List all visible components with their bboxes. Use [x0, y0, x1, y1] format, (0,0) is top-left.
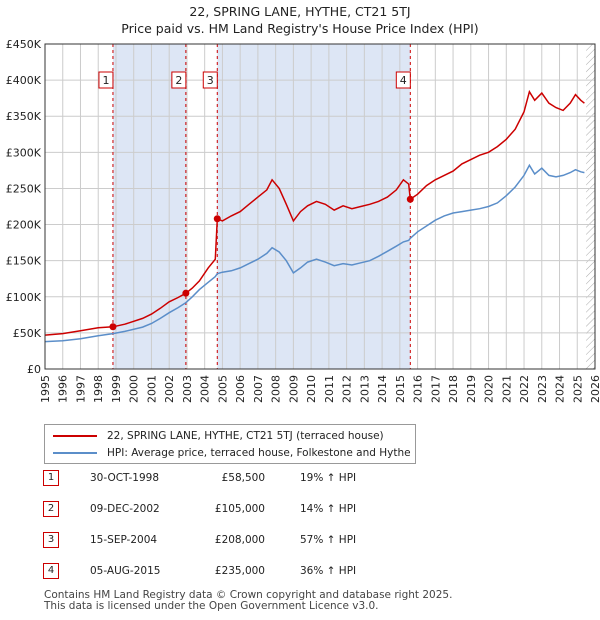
sale-label-text: 1 — [102, 74, 109, 87]
sale-label-text: 2 — [175, 74, 182, 87]
sale-hpi-diff: 36% ↑ HPI — [300, 565, 357, 577]
x-tick-label: 2025 — [571, 375, 584, 403]
sale-number-badge: 2 — [43, 501, 59, 517]
sale-label-box — [171, 71, 187, 89]
sale-date: 05-AUG-2015 — [90, 565, 161, 577]
x-tick-label: 2004 — [199, 375, 212, 403]
legend-swatch-hpi — [53, 452, 97, 454]
x-tick-label: 2023 — [536, 375, 549, 403]
y-tick-label: £250K — [6, 182, 42, 195]
y-tick-label: £50K — [13, 327, 42, 340]
y-tick-label: £200K — [6, 219, 42, 232]
x-tick-label: 2022 — [518, 375, 531, 403]
legend-item-hpi: HPI: Average price, terraced house, Folk… — [53, 445, 411, 461]
legend-swatch-property — [53, 435, 97, 437]
plot-frame — [44, 43, 596, 370]
sale-row: 2 09-DEC-2002 £105,000 14% ↑ HPI — [0, 501, 600, 521]
sale-row: 3 15-SEP-2004 £208,000 57% ↑ HPI — [0, 532, 600, 552]
footer-copyright: Contains HM Land Registry data © Crown c… — [44, 589, 453, 601]
sale-hpi-diff: 14% ↑ HPI — [300, 503, 357, 515]
y-tick-label: £100K — [6, 291, 42, 304]
sale-row: 4 05-AUG-2015 £235,000 36% ↑ HPI — [0, 563, 600, 583]
shaded-range — [217, 44, 411, 369]
sale-point — [182, 289, 190, 297]
legend: 22, SPRING LANE, HYTHE, CT21 5TJ (terrac… — [44, 424, 416, 464]
y-tick-label: £150K — [6, 255, 42, 268]
x-tick-label: 2003 — [181, 375, 194, 403]
y-tick-label: £0 — [27, 363, 41, 376]
x-tick-label: 2013 — [358, 375, 371, 403]
sale-row: 1 30-OCT-1998 £58,500 19% ↑ HPI — [0, 470, 600, 490]
x-tick-label: 2015 — [394, 375, 407, 403]
x-tick-label: 2012 — [341, 375, 354, 403]
shaded-periods — [112, 44, 595, 369]
x-tick-label: 1995 — [39, 375, 52, 403]
x-tick-label: 2021 — [500, 375, 513, 403]
x-tick-label: 2007 — [252, 375, 265, 403]
sale-label-box — [98, 71, 114, 89]
sale-hpi-diff: 57% ↑ HPI — [300, 534, 357, 546]
x-tick-label: 2010 — [305, 375, 318, 403]
forecast-hatch — [586, 44, 595, 369]
x-tick-label: 1997 — [74, 375, 87, 403]
sale-price: £208,000 — [214, 534, 265, 546]
axes: £0 £50K £100K £150K £200K £250K £300K £350K £400… — [6, 38, 600, 403]
legend-label-property: 22, SPRING LANE, HYTHE, CT21 5TJ (terrac… — [107, 430, 384, 442]
grid — [44, 43, 596, 370]
sale-date: 15-SEP-2004 — [90, 534, 158, 546]
x-tick-label: 1996 — [57, 375, 70, 403]
legend-item-property: 22, SPRING LANE, HYTHE, CT21 5TJ (terrac… — [53, 428, 384, 444]
x-tick-label: 2017 — [429, 375, 442, 403]
x-tick-label: 2006 — [234, 375, 247, 403]
sale-label-box — [395, 71, 411, 89]
sale-price: £235,000 — [214, 565, 265, 577]
x-tick-label: 2026 — [589, 375, 600, 403]
x-tick-label: 2009 — [287, 375, 300, 403]
sale-price: £105,000 — [214, 503, 265, 515]
sale-date: 09-DEC-2002 — [90, 503, 160, 515]
sale-number-badge: 1 — [43, 470, 59, 486]
sale-label-box — [202, 71, 218, 89]
sale-hpi-diff: 19% ↑ HPI — [300, 472, 357, 484]
x-tick-label: 2024 — [554, 375, 567, 403]
footer: Contains HM Land Registry data © Crown c… — [44, 590, 452, 612]
x-tick-label: 2005 — [216, 375, 229, 403]
x-tick-label: 2001 — [145, 375, 158, 403]
shaded-range — [112, 44, 186, 369]
x-tick-label: 2002 — [163, 375, 176, 403]
x-tick-label: 2014 — [376, 375, 389, 403]
sale-vlines: 1 2 3 4 — [98, 44, 411, 369]
x-tick-label: 2020 — [483, 375, 496, 403]
sale-point — [109, 323, 117, 331]
sale-label-text: 4 — [400, 74, 407, 87]
x-tick-label: 2018 — [447, 375, 460, 403]
x-tick-label: 2008 — [270, 375, 283, 403]
x-tick-label: 1998 — [92, 375, 105, 403]
x-tick-label: 2000 — [128, 375, 141, 403]
legend-label-hpi: HPI: Average price, terraced house, Folk… — [107, 447, 411, 459]
x-tick-label: 2016 — [412, 375, 425, 403]
sale-price: £58,500 — [221, 472, 265, 484]
sale-number-badge: 3 — [43, 532, 59, 548]
x-tick-label: 2019 — [465, 375, 478, 403]
x-tick-label: 2011 — [323, 375, 336, 403]
y-tick-label: £400K — [6, 74, 42, 87]
y-tick-label: £350K — [6, 110, 42, 123]
y-tick-label: £300K — [6, 146, 42, 159]
sale-date: 30-OCT-1998 — [90, 472, 159, 484]
chart-title-address: 22, SPRING LANE, HYTHE, CT21 5TJ — [189, 4, 411, 19]
sale-label-text: 3 — [207, 74, 214, 87]
chart-title-subtitle: Price paid vs. HM Land Registry's House … — [121, 21, 479, 36]
sale-point — [213, 215, 221, 223]
x-tick-label: 1999 — [110, 375, 123, 403]
sale-points — [109, 195, 414, 331]
footer-licence: This data is licensed under the Open Gov… — [44, 600, 379, 612]
sale-number-badge: 4 — [43, 563, 59, 579]
price-chart: 1 2 3 4 £0 £50K £100K £150K £200K £250K £300K £350… — [6, 38, 600, 403]
hpi-line — [44, 163, 585, 343]
sale-point — [406, 195, 414, 203]
y-tick-label: £450K — [6, 38, 42, 51]
